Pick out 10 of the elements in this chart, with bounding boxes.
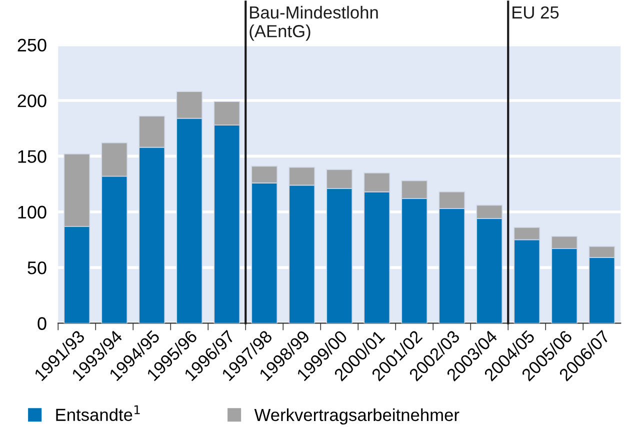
ref-line-label: EU 25: [512, 6, 559, 19]
y-tick-label: 250: [18, 38, 46, 52]
y-tick-label: 50: [28, 261, 46, 274]
legend-label: Entsandte$^{1}$: [56, 405, 140, 421]
y-tick-label: 100: [18, 206, 46, 219]
y-tick-label: 150: [18, 150, 46, 163]
legend-label: Werkvertragsarbeitnehmer: [254, 408, 460, 425]
y-tick-label: 200: [18, 94, 46, 108]
ref-line-label: Bau-Mindestlohn (AEntG): [250, 6, 378, 41]
y-tick-label: 0: [38, 317, 46, 330]
